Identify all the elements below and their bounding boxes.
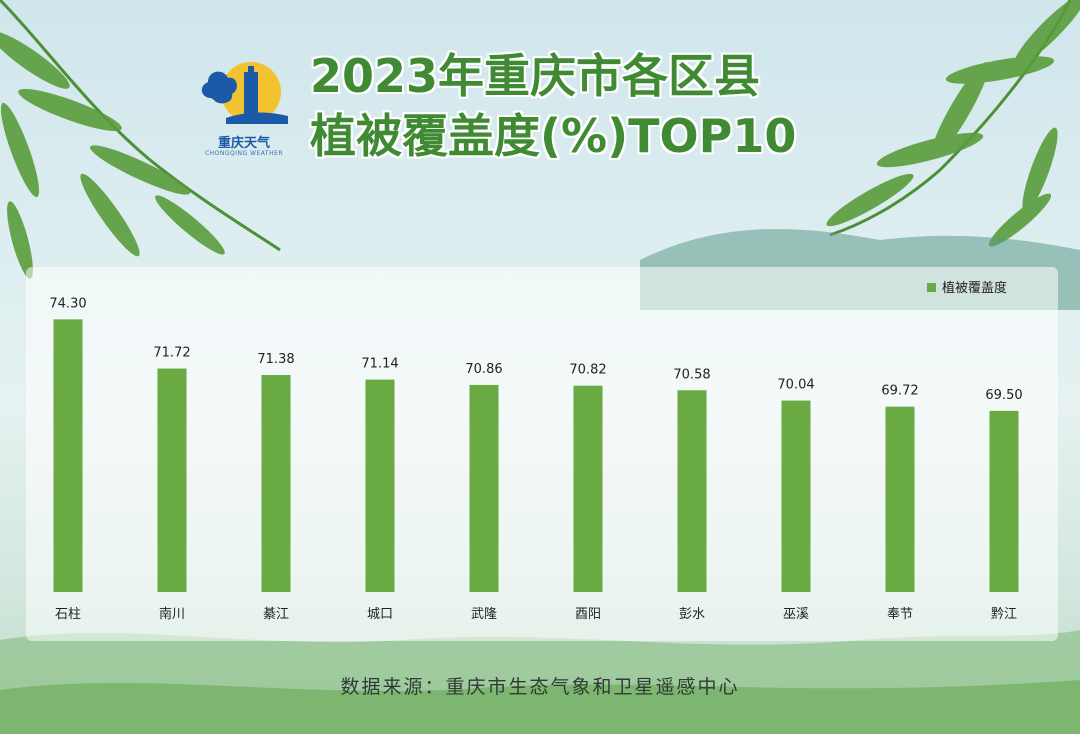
legend-swatch <box>927 283 936 292</box>
x-tick-label-2: 南川 <box>159 606 185 622</box>
data-label-9: 69.72 <box>881 384 918 399</box>
foreground-grass-dark <box>0 680 1080 734</box>
data-label-6: 70.82 <box>569 363 606 378</box>
x-tick-label-4: 城口 <box>367 607 393 622</box>
x-tick-label-6: 酉阳 <box>575 607 601 622</box>
logo-emblem-icon <box>201 62 288 124</box>
bar-10 <box>989 410 1019 592</box>
data-label-10: 69.50 <box>985 388 1022 403</box>
leaves-left <box>0 31 225 279</box>
data-label-3: 71.38 <box>257 352 294 367</box>
chart-title-line2: 植被覆盖度(%)TOP10 <box>310 109 797 163</box>
bar-4 <box>365 379 395 592</box>
data-label-1: 74.30 <box>49 296 86 311</box>
data-source-note: 数据来源：重庆市生态气象和卫星遥感中心 <box>340 676 740 698</box>
x-tick-label-7: 彭水 <box>679 607 705 622</box>
x-tick-label-3: 綦江 <box>263 607 289 622</box>
weather-logo: 重庆天气 CHONGQING WEATHER <box>196 58 292 158</box>
data-label-4: 71.14 <box>361 357 398 372</box>
bar-2 <box>157 368 187 592</box>
bar-6 <box>573 385 603 592</box>
bar-3 <box>261 375 291 592</box>
x-tick-label-9: 奉节 <box>887 607 913 622</box>
data-label-5: 70.86 <box>465 362 502 377</box>
x-tick-label-10: 黔江 <box>991 607 1017 622</box>
logo-subtext: CHONGQING WEATHER <box>204 150 284 157</box>
logo-text: 重庆天气 <box>217 136 270 151</box>
leaves-right <box>826 0 1080 247</box>
bar-5 <box>469 384 499 592</box>
data-label-8: 70.04 <box>777 378 814 393</box>
x-tick-label-5: 武隆 <box>471 607 497 622</box>
bar-1 <box>53 319 83 592</box>
branch-left <box>0 0 281 252</box>
bar-9 <box>885 406 915 592</box>
data-label-2: 71.72 <box>153 346 190 361</box>
chart-title-line1: 2023年重庆市各区县 <box>310 49 761 103</box>
x-tick-label-8: 巫溪 <box>783 607 809 622</box>
data-label-7: 70.58 <box>673 367 710 382</box>
bar-8 <box>781 400 811 592</box>
chart-title: 2023年重庆市各区县 植被覆盖度(%)TOP10 <box>310 46 796 166</box>
x-tick-label-1: 石柱 <box>55 607 81 622</box>
bar-7 <box>677 390 707 592</box>
legend-label: 植被覆盖度 <box>942 280 1007 296</box>
